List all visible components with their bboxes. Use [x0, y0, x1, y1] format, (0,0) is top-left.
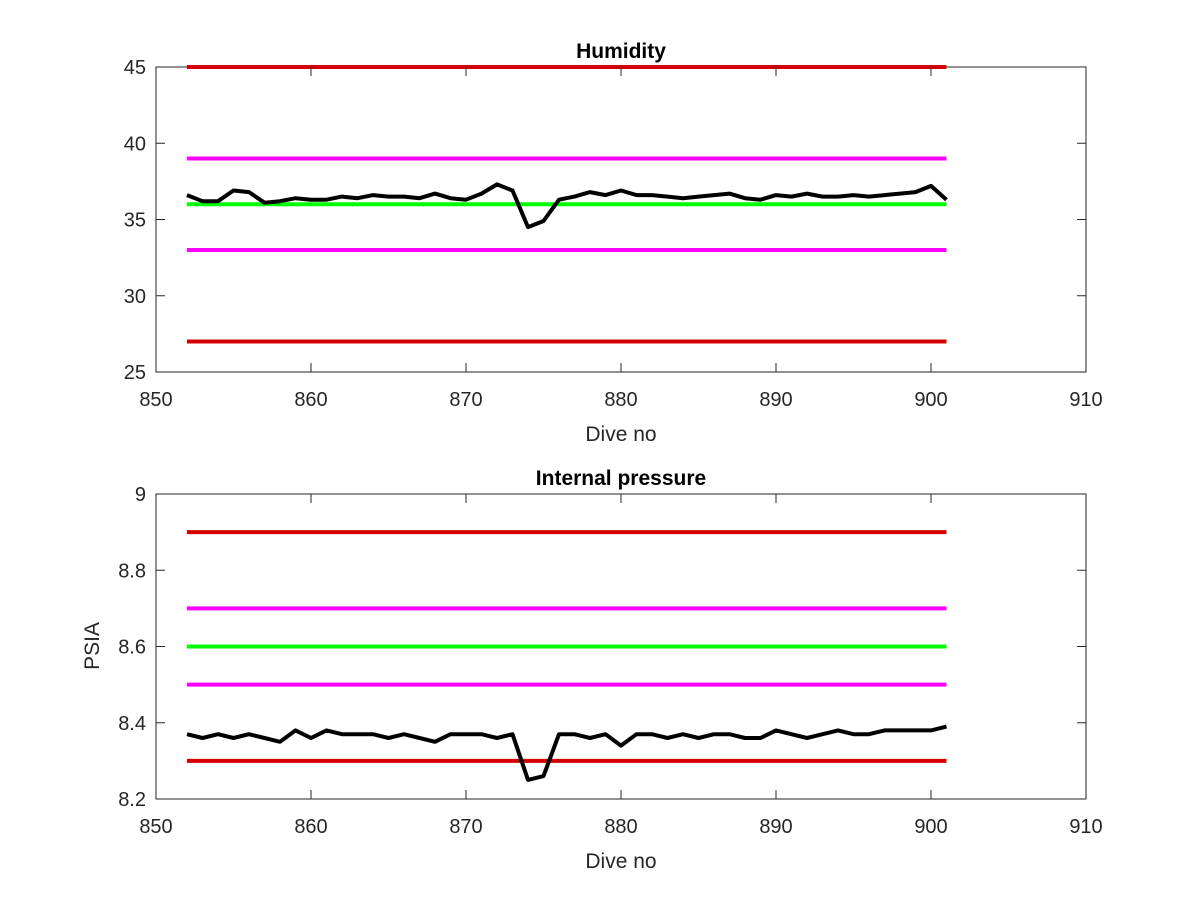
humidity-y-tick-label: 35	[124, 210, 146, 232]
internal-pressure-x-tick-label: 870	[449, 816, 482, 838]
humidity-chart: 850 860 870 880 890 900 910 25 30 35 40 45 Humidit…	[124, 40, 1103, 446]
internal-pressure-x-axis-label: Dive no	[585, 850, 656, 873]
humidity-series-black-5	[186, 182, 948, 230]
internal-pressure-y-tick-label: 9	[135, 484, 146, 506]
internal-pressure-series-layer	[186, 530, 947, 782]
humidity-axes	[155, 66, 1087, 373]
internal-pressure-x-tick-label: 890	[759, 816, 792, 838]
internal-pressure-title: Internal pressure	[536, 467, 706, 490]
internal-pressure-x-tick-label: 910	[1069, 816, 1102, 838]
humidity-x-tick-label: 870	[449, 389, 482, 411]
humidity-x-tick-label: 890	[759, 389, 792, 411]
humidity-x-axis-label: Dive no	[585, 423, 656, 446]
internal-pressure-y-tick-label: 8.8	[118, 560, 146, 582]
internal-pressure-y-ticks: 8.2 8.4 8.6 8.8 9	[118, 484, 1086, 811]
humidity-x-tick-label: 850	[139, 389, 172, 411]
internal-pressure-x-tick-label: 900	[914, 816, 947, 838]
internal-pressure-x-tick-label: 860	[294, 816, 327, 838]
humidity-y-tick-label: 25	[124, 362, 146, 384]
internal-pressure-series-black-5	[186, 724, 947, 782]
humidity-series-layer	[186, 65, 948, 344]
internal-pressure-y-axis-label: PSIA	[81, 622, 104, 670]
humidity-y-ticks: 25 30 35 40 45	[124, 57, 1086, 384]
internal-pressure-x-tick-label: 880	[604, 816, 637, 838]
humidity-x-tick-label: 860	[294, 389, 327, 411]
internal-pressure-x-tick-label: 850	[139, 816, 172, 838]
internal-pressure-y-tick-label: 8.4	[118, 713, 146, 735]
internal-pressure-x-ticks: 850 860 870 880 890 900 910	[139, 494, 1103, 838]
humidity-y-tick-label: 30	[124, 286, 146, 308]
humidity-x-tick-label: 910	[1069, 389, 1102, 411]
humidity-x-tick-label: 900	[914, 389, 947, 411]
internal-pressure-chart: 850 860 870 880 890 900 910 8.2 8.4 8.6 8.8 9 Inte…	[81, 467, 1103, 873]
internal-pressure-y-tick-label: 8.2	[118, 789, 146, 811]
internal-pressure-y-tick-label: 8.6	[118, 637, 146, 659]
humidity-title: Humidity	[576, 40, 666, 63]
humidity-y-tick-label: 45	[124, 57, 146, 79]
humidity-x-tick-label: 880	[604, 389, 637, 411]
humidity-x-ticks: 850 860 870 880 890 900 910	[139, 67, 1103, 411]
humidity-y-tick-label: 40	[124, 133, 146, 155]
